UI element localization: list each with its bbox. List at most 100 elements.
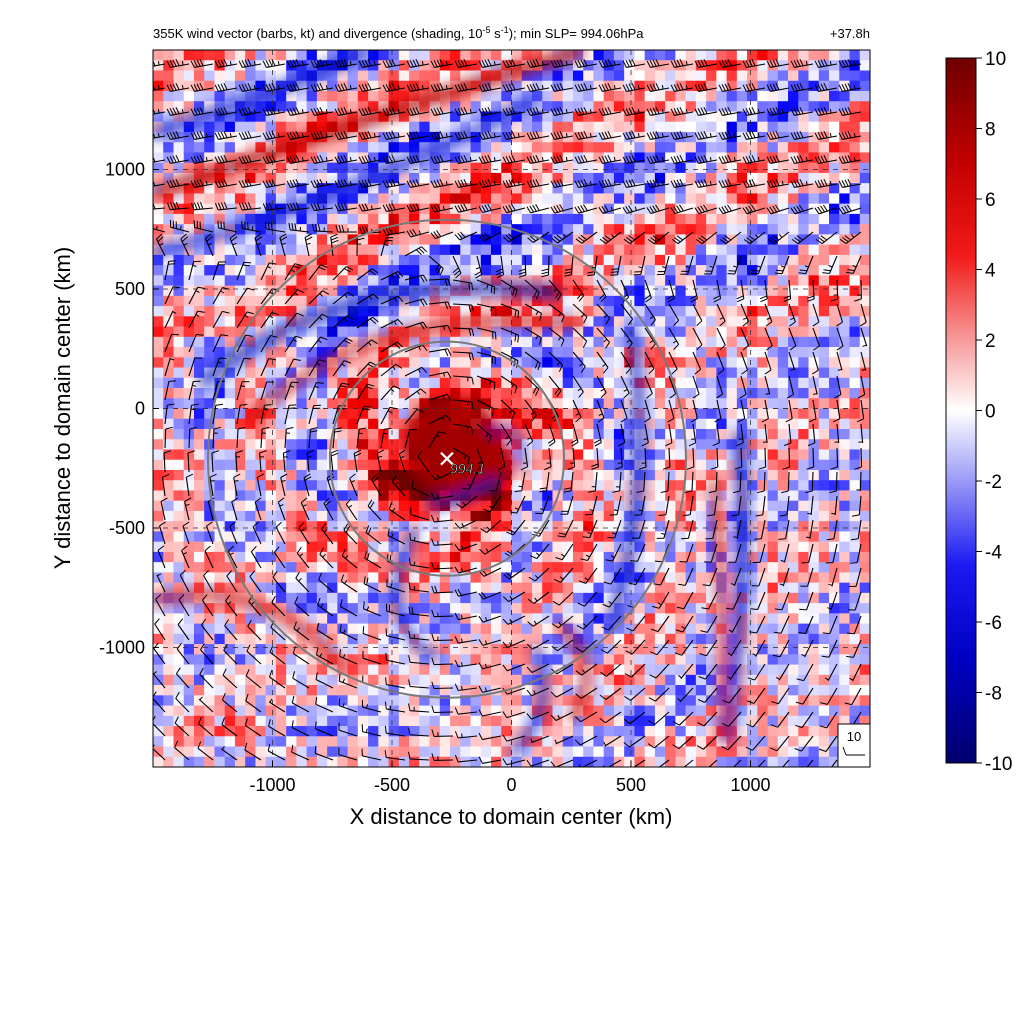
wind-barb (670, 154, 694, 164)
wind-barb (166, 178, 190, 188)
wind-barb (361, 724, 382, 737)
wind-barb (686, 447, 695, 470)
wind-barb (749, 615, 766, 634)
wind-barb (781, 471, 790, 494)
wind-barb (408, 557, 430, 569)
wind-barb (428, 301, 452, 310)
wind-barb (315, 696, 334, 713)
wind-barb (824, 663, 838, 682)
wind-barb (188, 380, 201, 401)
colorbar-tick-label: 10 (985, 49, 1006, 70)
wind-barb (431, 538, 454, 546)
wind-barb (431, 705, 454, 714)
wind-barb (166, 154, 190, 164)
wind-barb (846, 255, 862, 274)
wind-barb (349, 473, 358, 497)
wind-barb (284, 404, 297, 425)
wind-barb (382, 227, 406, 236)
wind-barb (406, 106, 430, 116)
wind-barb (672, 735, 694, 750)
wind-barb (157, 545, 166, 569)
wind-barb (454, 82, 478, 92)
wind-barb (245, 669, 262, 689)
wind-barb (284, 335, 303, 353)
wind-barb (166, 130, 190, 140)
wind-barb (622, 106, 646, 116)
wind-barb (306, 449, 315, 473)
wind-barb (660, 471, 670, 493)
wind-barb (601, 615, 622, 631)
wind-barb (786, 375, 795, 399)
wind-barb (153, 225, 166, 233)
wind-barb (367, 499, 382, 521)
wind-barb (212, 310, 230, 329)
wind-barb (798, 255, 814, 275)
wind-barb (742, 154, 766, 164)
wind-barb (409, 532, 430, 545)
wind-barb (524, 303, 542, 321)
wind-barb (430, 230, 454, 240)
wind-barb (358, 130, 382, 140)
wind-barb (644, 351, 655, 375)
wind-barb (707, 495, 718, 517)
wind-barb (732, 471, 742, 494)
range-ring (206, 218, 687, 699)
wind-barb (742, 106, 766, 116)
wind-barb (308, 404, 321, 425)
wind-barb (291, 720, 310, 737)
wind-barb (286, 106, 310, 116)
wind-barb (585, 495, 598, 516)
wind-barb (630, 543, 646, 562)
wind-barb (620, 327, 633, 350)
wind-barb (380, 295, 404, 305)
wind-barb (212, 357, 227, 377)
wind-barb (838, 178, 862, 188)
wind-barb (623, 711, 646, 725)
wind-barb (308, 359, 326, 377)
wind-barb (710, 447, 719, 470)
wind-barb (476, 303, 497, 316)
wind-barb (454, 130, 478, 140)
wind-barb (334, 178, 358, 188)
wind-barb (524, 423, 534, 447)
wind-barb (552, 591, 574, 606)
wind-barb (300, 497, 310, 521)
wind-barb (644, 303, 656, 326)
wind-barb (844, 687, 862, 706)
wind-barb (362, 650, 382, 665)
wind-barb (280, 473, 288, 497)
wind-barb (544, 447, 552, 471)
wind-barb (624, 687, 646, 701)
plot-area: 994.1 (153, 50, 870, 767)
wind-barb (358, 203, 382, 212)
wind-barb (164, 260, 177, 281)
wind-barb (462, 471, 478, 490)
wind-barb (478, 639, 502, 646)
wind-barb (164, 426, 173, 449)
wind-barb (626, 615, 646, 632)
wind-barb (727, 663, 742, 680)
wind-barb (222, 668, 238, 689)
wind-barb (860, 351, 867, 371)
wind-barb (526, 204, 550, 214)
wind-barb (503, 231, 526, 243)
wind-barb (527, 591, 550, 604)
wind-barb (694, 178, 718, 188)
wind-barb (478, 756, 502, 764)
wind-barb (288, 222, 310, 233)
wind-barb (809, 399, 817, 423)
wind-barb (632, 519, 646, 539)
wind-barb (268, 698, 286, 713)
wind-barb (371, 473, 382, 497)
wind-barb (211, 450, 219, 473)
wind-barb (184, 497, 192, 521)
wind-barb (752, 639, 766, 657)
wind-barb (676, 591, 694, 610)
wind-barb (476, 375, 496, 390)
wind-barb (759, 279, 768, 303)
wind-barb (694, 82, 718, 92)
wind-barb (668, 303, 680, 327)
wind-barb (330, 233, 339, 257)
wind-barb (353, 449, 362, 473)
